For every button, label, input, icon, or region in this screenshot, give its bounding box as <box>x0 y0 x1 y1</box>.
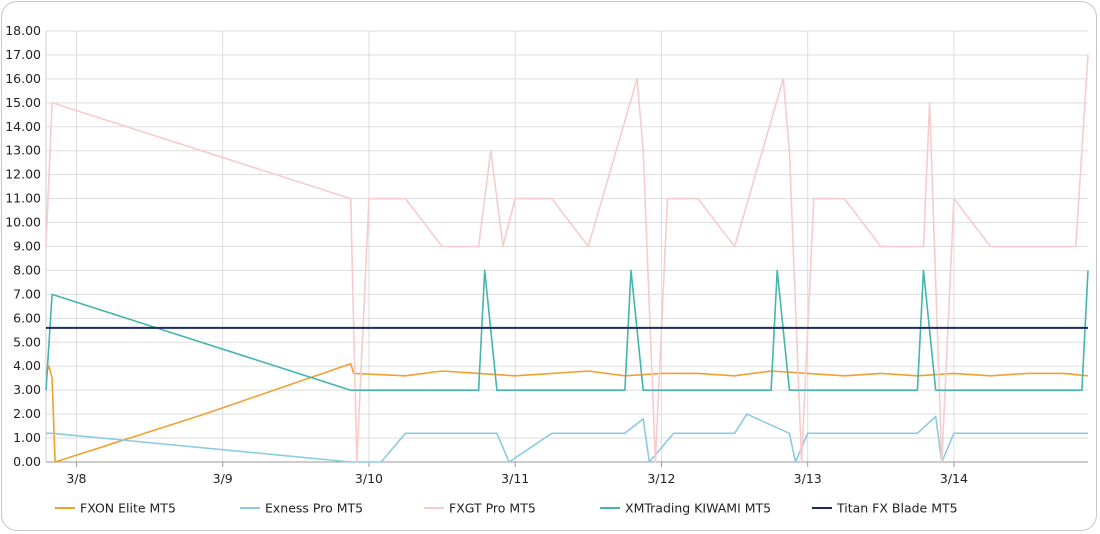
legend-item[interactable]: Titan FX Blade MT5 <box>812 501 958 516</box>
y-tick-label: 5.00 <box>13 334 41 349</box>
x-tick-label: 3/12 <box>647 471 675 486</box>
y-tick-label: 7.00 <box>13 286 41 301</box>
legend-item[interactable]: XMTrading KIWAMI MT5 <box>600 501 771 516</box>
legend-label: XMTrading KIWAMI MT5 <box>625 501 771 516</box>
y-tick-label: 3.00 <box>13 382 41 397</box>
y-tick-label: 10.00 <box>5 215 41 230</box>
legend-item[interactable]: Exness Pro MT5 <box>240 501 363 516</box>
legend-label: FXGT Pro MT5 <box>449 501 536 516</box>
x-axis: 3/8 3/9 3/10 3/11 3/12 3/13 3/14 <box>46 461 1088 486</box>
x-tick-label: 3/13 <box>794 471 822 486</box>
y-tick-label: 17.00 <box>5 47 41 62</box>
legend-label: Titan FX Blade MT5 <box>836 501 958 516</box>
plot-area <box>45 54 1089 463</box>
legend: FXON Elite MT5 Exness Pro MT5 FXGT Pro MT5… <box>55 501 958 516</box>
y-tick-label: 13.00 <box>5 143 41 158</box>
x-tick-label: 3/11 <box>501 471 529 486</box>
legend-item[interactable]: FXON Elite MT5 <box>55 501 176 516</box>
series-line-exness-pro-mt5 <box>46 413 1088 463</box>
grid-lines <box>46 30 1088 463</box>
y-tick-label: 9.00 <box>13 239 41 254</box>
x-tick-label: 3/14 <box>940 471 968 486</box>
y-tick-label: 16.00 <box>5 71 41 86</box>
legend-label: Exness Pro MT5 <box>265 501 363 516</box>
y-tick-label: 2.00 <box>13 406 41 421</box>
legend-item[interactable]: FXGT Pro MT5 <box>424 501 536 516</box>
x-tick-label: 3/10 <box>355 471 383 486</box>
y-tick-label: 6.00 <box>13 310 41 325</box>
y-tick-label: 12.00 <box>5 167 41 182</box>
x-tick-label: 3/9 <box>213 471 233 486</box>
y-axis: 0.00 1.00 2.00 3.00 4.00 5.00 6.00 7.00 8.00 9.00… <box>5 23 47 469</box>
y-tick-label: 8.00 <box>13 262 41 277</box>
y-tick-label: 18.00 <box>5 23 41 38</box>
legend-label: FXON Elite MT5 <box>80 501 176 516</box>
y-tick-label: 15.00 <box>5 95 41 110</box>
y-tick-label: 4.00 <box>13 358 41 373</box>
y-tick-label: 1.00 <box>13 430 41 445</box>
series-line-fxgt-pro-mt5 <box>45 54 1089 463</box>
y-tick-label: 14.00 <box>5 119 41 134</box>
y-tick-label: 11.00 <box>5 191 41 206</box>
y-tick-label: 0.00 <box>13 454 41 469</box>
x-tick-label: 3/8 <box>66 471 86 486</box>
series-line-xmtrading-kiwami-mt5 <box>45 269 1089 392</box>
